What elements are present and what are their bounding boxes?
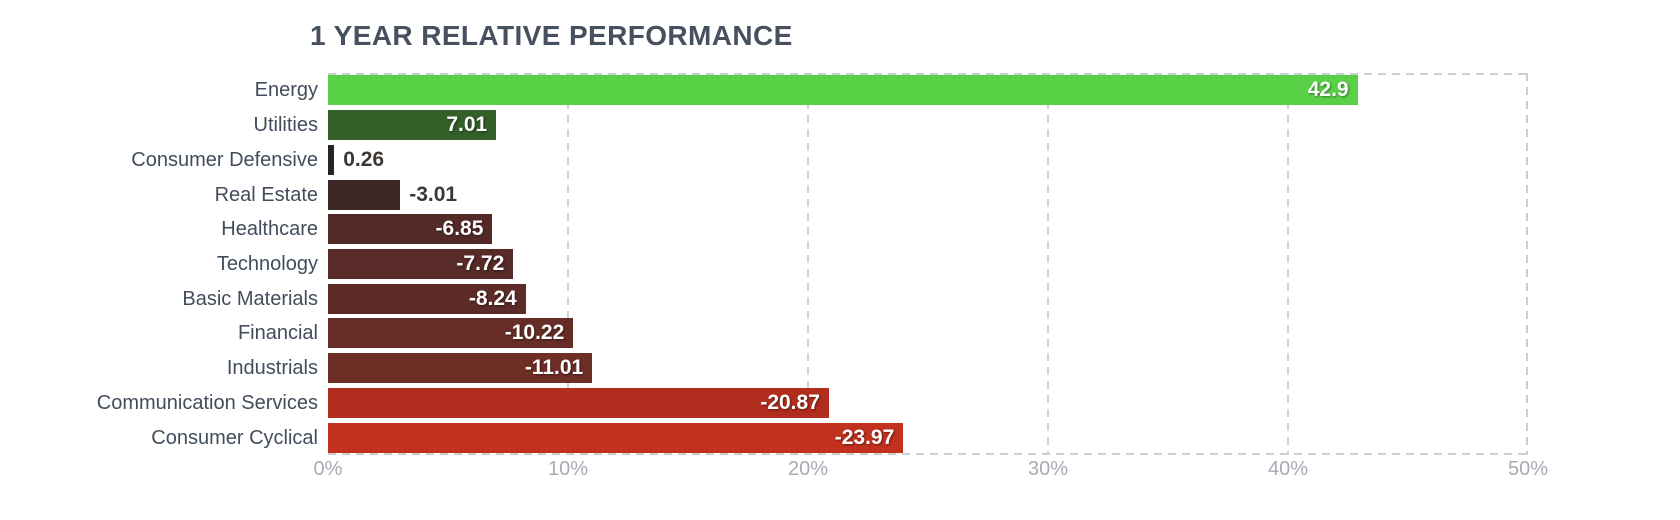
category-label-consumer-cyclical: Consumer Cyclical (151, 426, 318, 449)
value-label-consumer-defensive: 0.26 (343, 147, 385, 171)
bar-technology[interactable]: -7.72 (328, 249, 514, 279)
category-label-consumer-defensive: Consumer Defensive (131, 148, 318, 171)
chart-title: 1 YEAR RELATIVE PERFORMANCE (310, 20, 793, 51)
category-label-communication-services: Communication Services (96, 391, 318, 414)
bar-energy[interactable]: 42.9 (328, 75, 1358, 106)
bar-utilities[interactable]: 7.01 (328, 110, 497, 141)
plot-border-right (1526, 73, 1528, 455)
category-label-basic-materials: Basic Materials (182, 287, 318, 310)
bar-real-estate[interactable] (328, 179, 401, 210)
value-label-technology: -7.72 (456, 252, 505, 275)
gridline-40% (1287, 73, 1289, 455)
value-label-basic-materials: -8.24 (468, 286, 517, 310)
bar-communication-services[interactable]: -20.87 (328, 387, 829, 418)
x-tick-label-50-: 50% (1507, 458, 1549, 480)
bar-basic-materials[interactable]: -8.24 (328, 283, 526, 314)
value-label-utilities: 7.01 (446, 113, 488, 137)
gridline-30% (1047, 73, 1049, 455)
category-label-healthcare: Healthcare (221, 218, 318, 241)
value-label-real-estate: -3.01 (409, 182, 458, 206)
x-tick-label-0-: 0% (313, 458, 343, 480)
category-label-financial: Financial (237, 322, 318, 345)
bar-healthcare[interactable]: -6.85 (328, 214, 493, 245)
category-label-energy: Energy (254, 79, 318, 102)
value-label-communication-services: -20.87 (760, 390, 820, 414)
bar-consumer-cyclical[interactable]: -23.97 (328, 422, 904, 453)
category-label-industrials: Industrials (226, 357, 318, 380)
x-tick-label-30-: 30% (1027, 458, 1069, 480)
x-tick-label-40-: 40% (1267, 458, 1309, 480)
bar-consumer-defensive[interactable] (328, 144, 335, 175)
value-label-financial: -10.22 (504, 321, 565, 345)
x-tick-label-10-: 10% (547, 458, 589, 480)
plot-border-bottom (328, 453, 1528, 455)
bar-financial[interactable]: -10.22 (328, 318, 574, 349)
value-label-energy: 42.9 (1307, 78, 1349, 102)
category-label-utilities: Utilities (253, 114, 318, 137)
plot-area: 42.9 7.01 0.26 -3.01 -6.85 -7.72 -8.24 -10.22 -1… (328, 73, 1528, 455)
category-label-real-estate: Real Estate (214, 183, 318, 206)
bar-industrials[interactable]: -11.01 (328, 353, 593, 384)
x-tick-label-20-: 20% (787, 458, 829, 480)
value-label-industrials: -11.01 (524, 356, 584, 380)
category-label-technology: Technology (216, 253, 318, 275)
value-label-healthcare: -6.85 (435, 217, 484, 241)
value-label-consumer-cyclical: -23.97 (834, 425, 895, 449)
